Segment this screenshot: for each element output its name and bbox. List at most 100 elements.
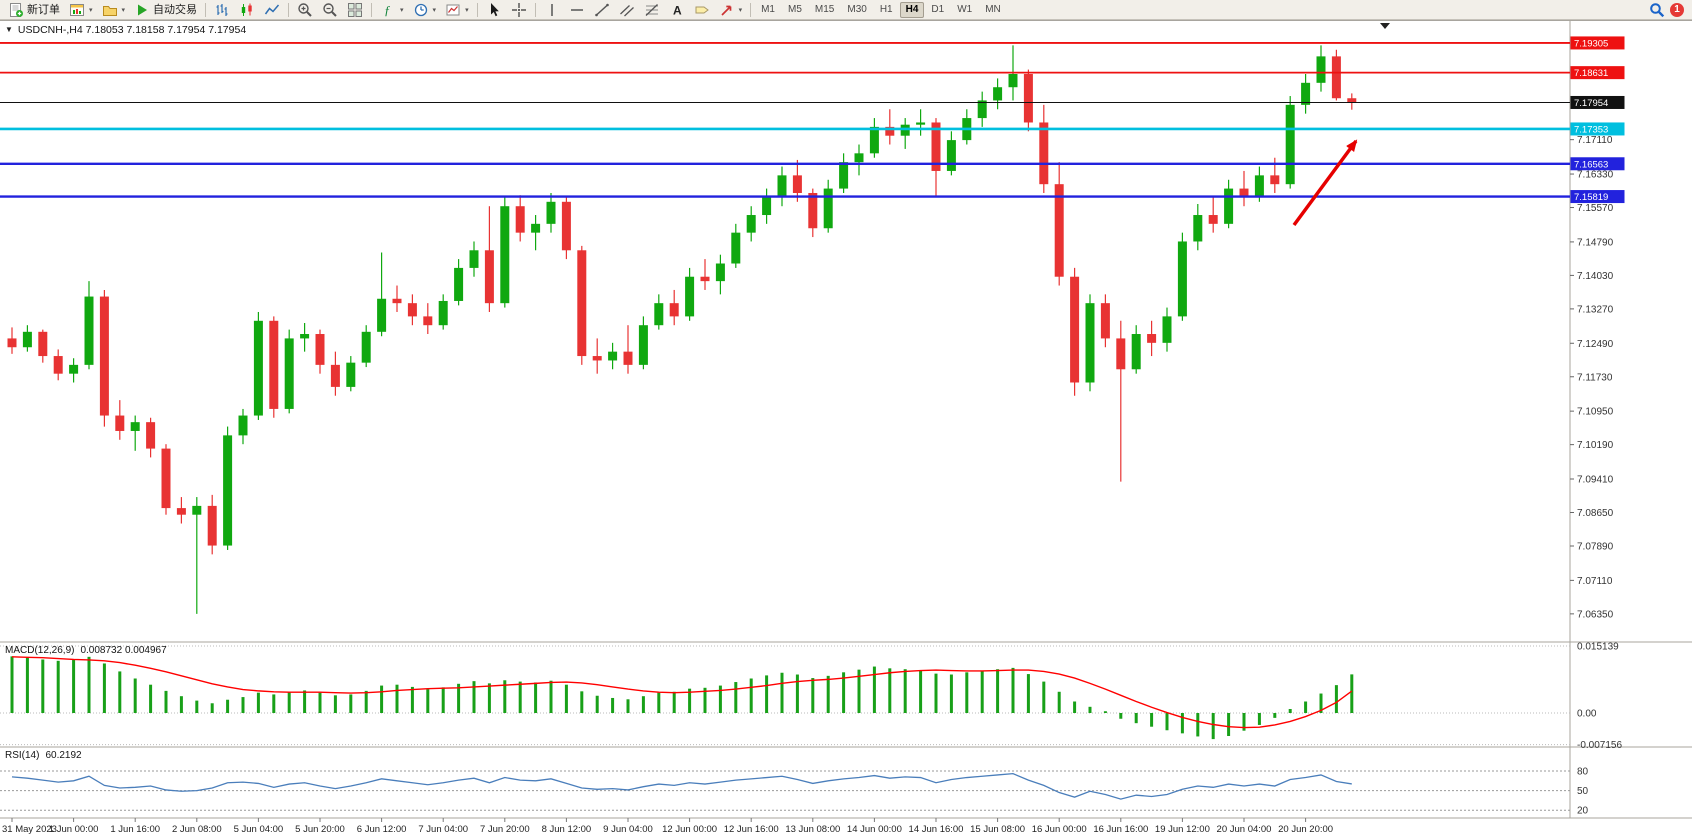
shapes-button[interactable]: ▾ — [715, 0, 747, 20]
timeframe-h4[interactable]: H4 — [899, 1, 925, 18]
chart-shift-marker-icon[interactable] — [1380, 23, 1390, 29]
algo-trading-icon — [138, 4, 148, 15]
trendline-button[interactable] — [590, 0, 614, 20]
svg-text:5 Jun 20:00: 5 Jun 20:00 — [295, 824, 345, 835]
timeframe-m15[interactable]: M15 — [814, 3, 835, 15]
search-button[interactable] — [1645, 0, 1669, 20]
periods-button[interactable]: ▾ — [409, 0, 441, 20]
svg-text:20: 20 — [1577, 806, 1589, 817]
rsi-indicator-name: RSI(14) — [5, 750, 40, 761]
svg-text:1 Jun 16:00: 1 Jun 16:00 — [110, 824, 160, 835]
dropdown-caret-icon: ▾ — [465, 6, 469, 14]
macd-indicator-name: MACD(12,26,9) — [5, 645, 75, 656]
fibonacci-button[interactable] — [640, 0, 664, 20]
line-chart-icon — [264, 4, 280, 14]
svg-text:-0.007156: -0.007156 — [1577, 740, 1622, 751]
svg-text:16 Jun 16:00: 16 Jun 16:00 — [1093, 824, 1148, 835]
svg-text:7.13270: 7.13270 — [1577, 304, 1614, 315]
notification-badge[interactable]: 1 — [1670, 2, 1684, 17]
price-badge — [1570, 36, 1625, 50]
toolbar-separator — [476, 2, 478, 17]
macd-signal-line — [11, 656, 1353, 729]
svg-text:7.19305: 7.19305 — [1574, 38, 1608, 49]
rsi-panel: 80 50 20 — [0, 767, 1589, 817]
timeframe-h1[interactable]: H1 — [879, 3, 893, 15]
bar-chart-button[interactable] — [210, 0, 234, 20]
bar-chart-icon — [216, 3, 228, 16]
chart-title-bar: ▼ USDCNH-,H4 7.18053 7.18158 7.17954 7.1… — [5, 24, 246, 36]
svg-text:7.08650: 7.08650 — [1577, 508, 1614, 519]
timeframe-m1[interactable]: M1 — [761, 3, 775, 15]
svg-text:1 Jun 00:00: 1 Jun 00:00 — [49, 824, 99, 835]
svg-text:9 Jun 04:00: 9 Jun 04:00 — [603, 824, 653, 835]
cursor-icon — [490, 2, 499, 16]
indicators-button[interactable]: ƒ ▾ — [376, 0, 408, 20]
vertical-line-button[interactable] — [540, 0, 564, 20]
annotation-arrow[interactable] — [1292, 139, 1358, 227]
rsi-indicator-value: 60.2192 — [45, 750, 82, 761]
svg-text:7.15819: 7.15819 — [1574, 192, 1608, 203]
new-order-icon — [10, 2, 23, 17]
label-button[interactable] — [690, 0, 714, 20]
timeframe-m30[interactable]: M30 — [847, 3, 867, 15]
crosshair-button[interactable] — [507, 0, 531, 20]
svg-text:7.17954: 7.17954 — [1574, 98, 1608, 109]
algo-trading-button[interactable]: 自动交易 — [130, 0, 201, 20]
svg-text:20 Jun 04:00: 20 Jun 04:00 — [1217, 824, 1272, 835]
candlestick-chart-button[interactable] — [235, 0, 259, 20]
dropdown-caret-icon: ▾ — [432, 6, 437, 14]
line-chart-button[interactable] — [260, 0, 284, 20]
horizontal-line-button[interactable] — [565, 0, 589, 20]
svg-text:7.09410: 7.09410 — [1577, 475, 1614, 486]
dropdown-caret-icon: ▾ — [400, 6, 404, 14]
zoom-in-button[interactable] — [293, 0, 317, 20]
toolbar-separator — [288, 2, 290, 17]
new-order-label: 新订单 — [27, 3, 60, 16]
svg-text:5 Jun 04:00: 5 Jun 04:00 — [234, 824, 284, 835]
new-chart-button[interactable]: ▾ — [65, 0, 97, 20]
zoom-out-button[interactable] — [318, 0, 342, 20]
text-button[interactable]: A — [665, 0, 689, 20]
svg-text:31 May 2023: 31 May 2023 — [2, 824, 57, 835]
search-icon — [1650, 2, 1665, 17]
timeframe-d1[interactable]: D1 — [931, 3, 945, 15]
price-badge — [1570, 190, 1625, 204]
svg-text:2 Jun 08:00: 2 Jun 08:00 — [172, 824, 222, 835]
channel-icon — [619, 4, 634, 16]
panel-dividers[interactable] — [0, 20, 1692, 819]
fibonacci-icon — [645, 3, 658, 16]
chart-canvas[interactable]: 7.17110 7.16330 7.15570 7.14790 7.14030 7.132… — [0, 20, 1692, 840]
channel-button[interactable] — [615, 0, 639, 20]
rsi-panel-label: RSI(14) 60.2192 — [5, 750, 82, 761]
dropdown-caret-icon: ▾ — [121, 6, 126, 14]
price-badge — [1570, 157, 1625, 171]
svg-text:7.06350: 7.06350 — [1577, 609, 1614, 620]
price-badge — [1570, 122, 1625, 136]
level-lines[interactable]: 7.19305 7.18631 7.17954 7.17353 7.16563 7.158… — [0, 36, 1625, 204]
indicators-icon: ƒ — [384, 2, 391, 17]
periods-icon — [414, 3, 427, 16]
timeframe-mn[interactable]: MN — [985, 3, 1001, 15]
new-order-button[interactable]: 新订单 — [4, 0, 64, 20]
svg-text:19 Jun 12:00: 19 Jun 12:00 — [1155, 824, 1210, 835]
dropdown-caret-icon: ▾ — [738, 6, 743, 14]
one-click-trading-toggle-icon[interactable]: ▼ — [5, 25, 13, 34]
price-axis[interactable]: 7.17110 7.16330 7.15570 7.14790 7.14030 7.132… — [1570, 135, 1614, 620]
tile-windows-button[interactable] — [343, 0, 367, 20]
label-icon — [695, 6, 709, 13]
toolbar-separator — [371, 2, 373, 17]
svg-text:7.12490: 7.12490 — [1577, 339, 1614, 350]
cursor-button[interactable] — [482, 0, 506, 20]
svg-text:50: 50 — [1577, 786, 1589, 797]
templates-button[interactable]: ▾ — [441, 0, 473, 20]
svg-text:A: A — [673, 3, 682, 17]
svg-text:7.16330: 7.16330 — [1577, 170, 1614, 181]
timeframe-w1[interactable]: W1 — [957, 3, 973, 15]
trendline-icon — [594, 3, 609, 16]
main-toolbar: 新订单 ▾ ▾ 自动交易 — [0, 0, 1692, 20]
svg-text:7.17353: 7.17353 — [1574, 124, 1608, 135]
profiles-button[interactable]: ▾ — [98, 0, 130, 20]
timeframe-m5[interactable]: M5 — [788, 3, 802, 15]
